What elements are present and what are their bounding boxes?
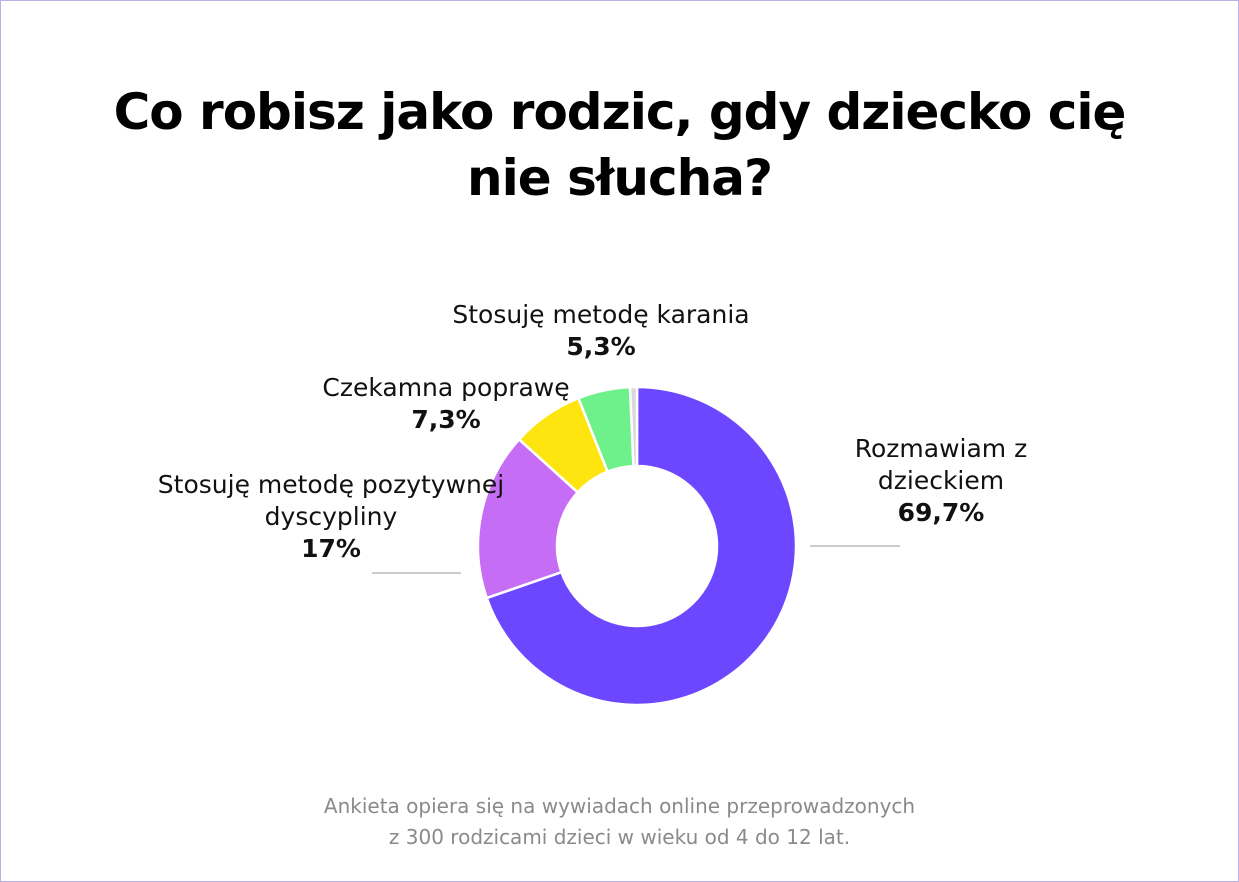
- footnote-line: z 300 rodzicami dzieci w wieku od 4 do 1…: [388, 825, 851, 849]
- data-label: Stosuję metodę pozytywnej dyscypliny 17%: [141, 469, 521, 565]
- value-label: 69,7%: [897, 498, 985, 527]
- value-label: 5,3%: [566, 332, 636, 361]
- data-label: Czekamna poprawę 7,3%: [261, 372, 631, 436]
- donut-segment: [485, 385, 798, 707]
- chart-title: Co robisz jako rodzic, gdy dziecko cię n…: [113, 83, 1127, 207]
- category-label: Stosuję metodę pozytywnej dyscypliny: [157, 470, 505, 531]
- data-label: Stosuję metodę karania 5,3%: [401, 299, 801, 363]
- donut-segment: [476, 437, 580, 600]
- value-label: 17%: [301, 534, 361, 563]
- value-label: 7,3%: [411, 405, 481, 434]
- category-label: Stosuję metodę karania: [452, 300, 750, 329]
- donut-segment: [628, 385, 639, 468]
- category-label: Czekamna poprawę: [322, 373, 570, 402]
- footnote-line: Ankieta opiera się na wywiadach online p…: [323, 794, 916, 818]
- category-label: Rozmawiam z dzieckiem: [854, 434, 1028, 495]
- data-label: Rozmawiam z dzieckiem 69,7%: [841, 433, 1041, 529]
- footnote: Ankieta opiera się na wywiadach online p…: [1, 791, 1238, 853]
